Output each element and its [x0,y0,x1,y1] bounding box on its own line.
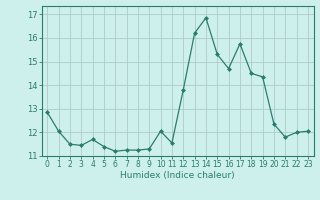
X-axis label: Humidex (Indice chaleur): Humidex (Indice chaleur) [120,171,235,180]
